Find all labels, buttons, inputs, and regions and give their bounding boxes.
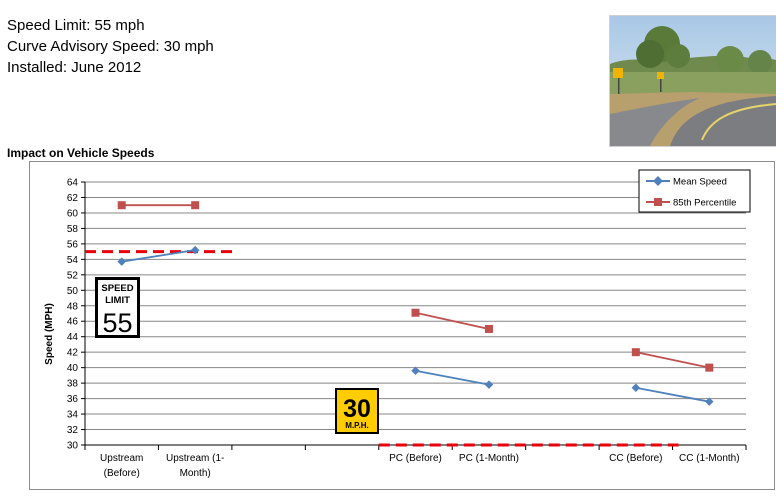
legend-mean-label: Mean Speed: [673, 177, 727, 188]
sign-mph-text: M.P.H.: [345, 421, 368, 430]
sign-speed-text: SPEED: [101, 283, 133, 294]
y-tick-label: 32: [67, 425, 79, 436]
legend-p85-marker: [654, 198, 662, 206]
x-tick-label: CC (1-Month): [679, 453, 740, 464]
y-tick-label: 34: [67, 410, 79, 421]
p85-segment: [635, 351, 710, 369]
y-tick-label: 50: [67, 286, 79, 297]
y-tick-label: 62: [67, 193, 79, 204]
p85-point: [705, 363, 714, 372]
mean-speed-point: [631, 383, 641, 393]
mean-speed-point: [484, 380, 494, 389]
y-tick-label: 42: [67, 348, 79, 359]
sign-limit-text: LIMIT: [105, 295, 130, 306]
legend-p85-label: 85th Percentile: [673, 198, 736, 209]
speed-limit-text: Speed Limit: 55 mph: [7, 17, 145, 34]
y-tick-label: 64: [67, 178, 79, 189]
x-tick-label: Month): [180, 468, 211, 479]
curve-advisory-text: Curve Advisory Speed: 30 mph: [7, 38, 214, 55]
y-tick-label: 48: [67, 301, 79, 312]
y-tick-label: 58: [67, 224, 79, 235]
p85-point: [631, 348, 640, 357]
mean-speed-point: [411, 366, 420, 375]
y-tick-label: 54: [67, 255, 79, 266]
p85-point: [484, 324, 493, 333]
x-tick-label: PC (1-Month): [459, 453, 519, 464]
p85-point: [411, 308, 420, 317]
y-tick-label: 46: [67, 317, 79, 328]
mean-speed-segment: [635, 386, 710, 403]
x-tick-label: PC (Before): [389, 453, 442, 464]
p85-segment: [415, 311, 490, 330]
y-axis-label: Speed (MPH): [44, 303, 55, 365]
speed-chart: 30 32 34 36 38 40 42 44 46 48 50 52 54 56 58 60 62 64 Spe…: [44, 169, 751, 479]
advisory-speed-sign: 30 M.P.H.: [335, 388, 379, 434]
y-tick-label: 44: [67, 332, 79, 343]
p85-point: [191, 201, 200, 210]
speed-limit-sign: SPEED LIMIT 55: [95, 277, 140, 338]
chart-legend: Mean Speed 85th Percentile: [638, 169, 751, 213]
y-tick-label: 52: [67, 270, 79, 281]
chart-section-title: Impact on Vehicle Speeds: [7, 146, 155, 160]
y-tick-label: 56: [67, 239, 79, 250]
installed-date-text: Installed: June 2012: [7, 59, 142, 76]
legend-mean-marker: [653, 176, 663, 186]
speed-chart-frame: 30 32 34 36 38 40 42 44 46 48 50 52 54 56 58 60 62 64 Spe…: [29, 161, 775, 490]
mean-speed-segment: [415, 369, 490, 386]
x-tick-label: Upstream: [100, 453, 143, 464]
curve-road-photo: [609, 15, 776, 147]
y-tick-label: 36: [67, 394, 79, 405]
mean-speed-point: [190, 245, 200, 255]
y-tick-label: 40: [67, 363, 79, 374]
y-tick-label: 38: [67, 379, 79, 390]
sign-30-value: 30: [343, 395, 371, 423]
y-tick-label: 30: [67, 441, 79, 452]
mean-speed-point: [117, 257, 126, 266]
x-tick-label: (Before): [104, 468, 140, 479]
mean-speed-segment: [121, 249, 196, 263]
x-tick-label: CC (Before): [609, 453, 662, 464]
x-tick-label: Upstream (1-: [166, 453, 224, 464]
gridlines: 30 32 34 36 38 40 42 44 46 48 50 52 54 56 58 60 62 64: [67, 178, 747, 452]
y-tick-label: 60: [67, 208, 79, 219]
p85-point: [117, 201, 126, 210]
sign-55-value: 55: [102, 308, 132, 338]
